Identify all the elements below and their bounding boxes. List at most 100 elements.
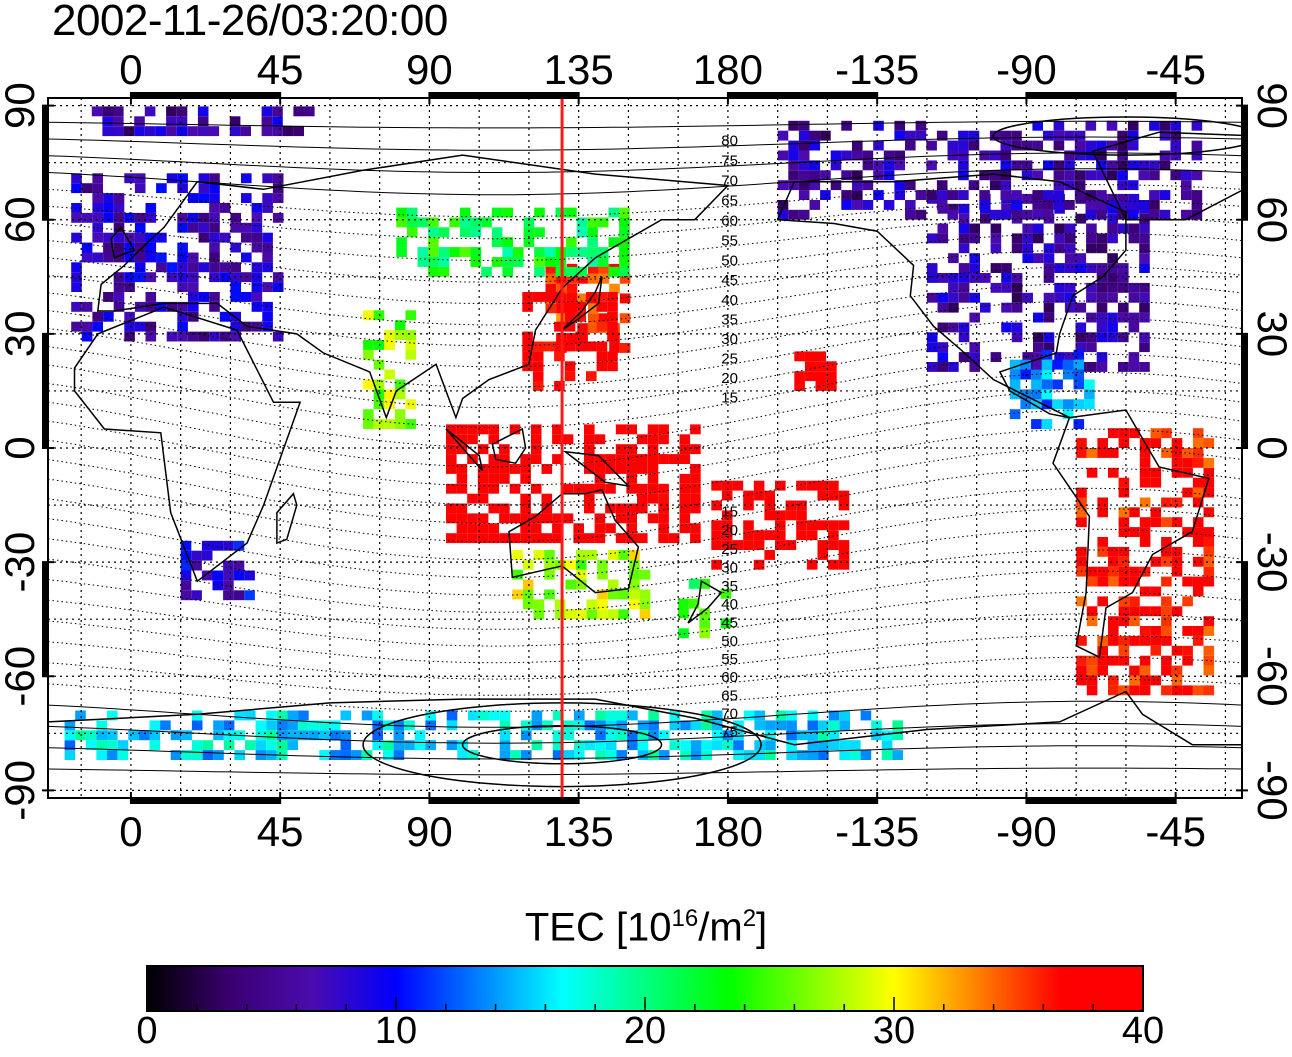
tec-cell <box>1032 200 1043 210</box>
tec-cell <box>191 740 203 751</box>
tec-cell <box>1139 302 1150 313</box>
tec-cell <box>1022 193 1033 204</box>
tec-cell <box>134 262 146 273</box>
tec-cell <box>262 311 273 322</box>
tec-cell <box>873 120 884 131</box>
tec-cell <box>554 341 565 352</box>
tec-cell <box>873 140 884 151</box>
tec-cell <box>520 513 531 524</box>
mlat-label: 20 <box>721 370 738 387</box>
tec-cell <box>1170 150 1181 161</box>
tec-cell <box>209 331 220 342</box>
tec-cell <box>499 503 510 514</box>
tec-cell <box>1161 596 1172 607</box>
tec-cell <box>1192 457 1204 468</box>
tec-cell <box>522 599 534 610</box>
tec-cell <box>251 232 263 243</box>
tec-cell <box>1161 635 1172 646</box>
tec-cell <box>1064 170 1075 181</box>
tec-cell <box>594 533 606 544</box>
tec-cell <box>1074 190 1086 200</box>
tec-cell <box>615 454 627 464</box>
tec-cell <box>958 292 970 303</box>
tec-cell <box>564 301 576 312</box>
coastline <box>73 306 302 583</box>
tec-cell <box>679 444 691 455</box>
tec-cell <box>1171 517 1183 528</box>
tec-cell <box>1161 655 1172 666</box>
tec-cell <box>1043 160 1054 171</box>
tec-cell <box>637 493 648 504</box>
tec-cell <box>609 283 620 294</box>
tec-cell <box>1139 223 1150 234</box>
tec-cell <box>1043 312 1055 323</box>
tec-cell <box>1118 362 1129 372</box>
tec-cell <box>123 126 135 137</box>
tec-cell <box>177 301 188 312</box>
tec-cell <box>499 730 511 741</box>
tec-cell <box>587 217 598 228</box>
coastline <box>508 488 640 594</box>
tec-cell <box>637 750 649 760</box>
coastline <box>776 173 1127 419</box>
tec-cell <box>1043 200 1054 210</box>
tec-cell <box>948 203 959 214</box>
tec-cell <box>1096 190 1107 200</box>
tec-cell <box>156 262 167 273</box>
tec-cell <box>608 266 620 277</box>
tec-cell <box>1054 352 1065 362</box>
tec-cell <box>197 116 209 127</box>
tec-cell <box>1011 282 1023 293</box>
frame-band-bottom <box>727 798 878 804</box>
tec-cell <box>223 560 234 571</box>
tec-cell <box>552 454 563 464</box>
tec-cell <box>113 212 125 223</box>
tec-cell <box>841 200 852 210</box>
tec-cell <box>522 331 533 342</box>
colorbar-tick-label: 40 <box>1121 1010 1165 1052</box>
frame-band-top <box>727 92 878 98</box>
tec-cell <box>1171 675 1183 686</box>
tec-cell <box>92 232 103 243</box>
tec-cell <box>1149 160 1160 171</box>
tec-cell <box>753 480 765 491</box>
colorbar-tick-label: 20 <box>623 1010 667 1052</box>
tec-cell <box>446 720 458 731</box>
tec-cell <box>212 580 224 591</box>
tec-cell <box>532 361 544 372</box>
mlat-contour <box>48 508 1242 579</box>
tec-cell <box>145 331 157 342</box>
tec-cell <box>1011 190 1022 200</box>
tec-cell <box>223 720 235 731</box>
tec-cell <box>1159 130 1171 141</box>
tec-cell <box>457 750 468 760</box>
tec-cell <box>1159 150 1171 161</box>
tec-cell <box>96 720 107 731</box>
tec-cell <box>113 106 124 117</box>
tec-cell <box>102 106 113 117</box>
tec-cell <box>340 710 352 721</box>
tec-cell <box>1001 322 1012 333</box>
frame-band-bottom <box>1026 798 1176 804</box>
tec-cell <box>1073 419 1085 429</box>
tec-cell <box>438 266 450 277</box>
tec-cell <box>554 609 566 620</box>
tick-label-bottom: 0 <box>119 808 142 855</box>
tec-cell <box>905 140 916 151</box>
tec-cell <box>234 710 245 721</box>
tec-cell <box>499 454 510 464</box>
tec-data-layer <box>64 106 1215 760</box>
tec-cell <box>1086 467 1098 478</box>
tec-cell <box>209 252 220 263</box>
tec-cell <box>1053 170 1065 181</box>
tec-cell <box>1127 130 1139 141</box>
tec-cell <box>176 116 188 127</box>
tec-cell <box>1107 233 1118 244</box>
tec-cell <box>499 710 511 721</box>
tec-cell <box>586 371 597 382</box>
tec-cell <box>1064 263 1076 273</box>
tec-cell <box>1139 497 1151 508</box>
tec-cell <box>883 200 895 210</box>
tec-cell <box>470 257 482 267</box>
